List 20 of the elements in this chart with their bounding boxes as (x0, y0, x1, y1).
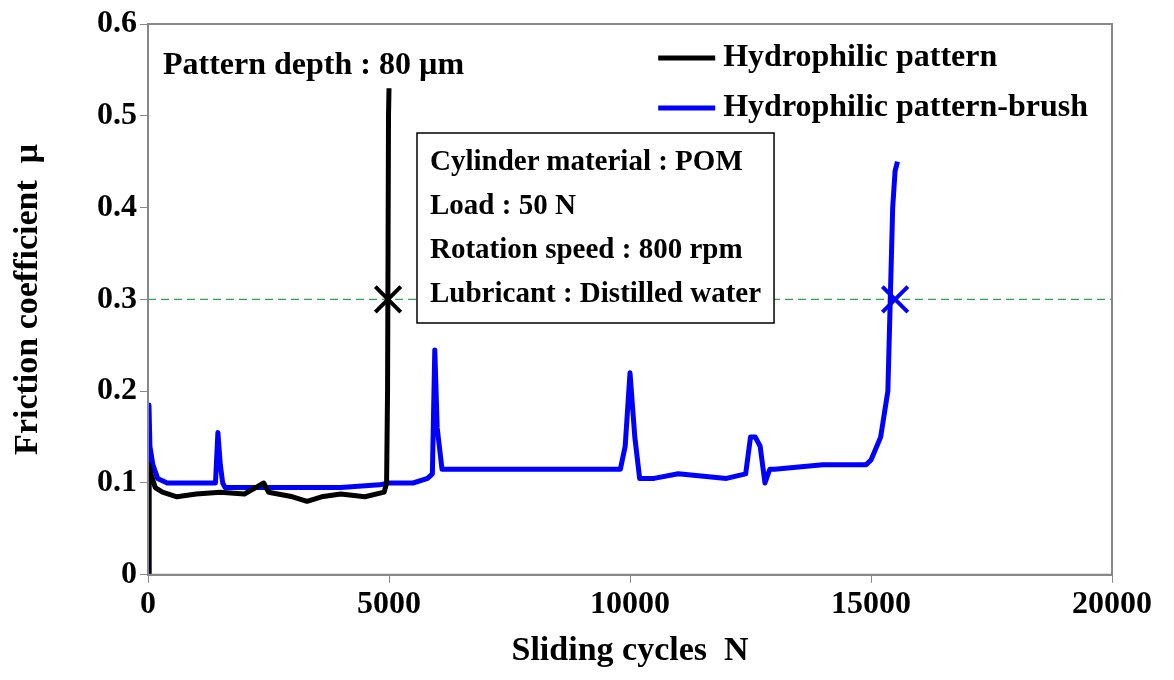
legend-label: Hydrophilic pattern (723, 37, 998, 74)
annotation: Load : 50 N (430, 188, 576, 221)
annotation: Lubricant : Distilled water (430, 276, 762, 309)
y-tick-label: 0.3 (97, 278, 137, 315)
y-tick-label: 0 (121, 554, 137, 591)
y-tick-label: 0.2 (97, 370, 137, 407)
x-tick-label: 20000 (1072, 584, 1152, 621)
annotation: Cylinder material : POM (430, 144, 743, 177)
y-tick-label: 0.5 (97, 95, 137, 132)
y-axis-title: Friction coefficient μ (7, 143, 45, 455)
y-tick-label: 0.4 (97, 186, 137, 223)
y-tick-label: 0.1 (97, 462, 137, 499)
x-tick-label: 15000 (831, 584, 911, 621)
annotation: Pattern depth : 80 µm (163, 45, 465, 82)
legend-label: Hydrophilic pattern-brush (723, 87, 1089, 124)
x-tick-label: 10000 (590, 584, 670, 621)
x-tick-label: 5000 (357, 584, 421, 621)
annotation: Rotation speed : 800 rpm (430, 232, 743, 265)
x-axis-title: Sliding cycles N (511, 630, 749, 668)
y-tick-label: 0.6 (97, 3, 137, 40)
